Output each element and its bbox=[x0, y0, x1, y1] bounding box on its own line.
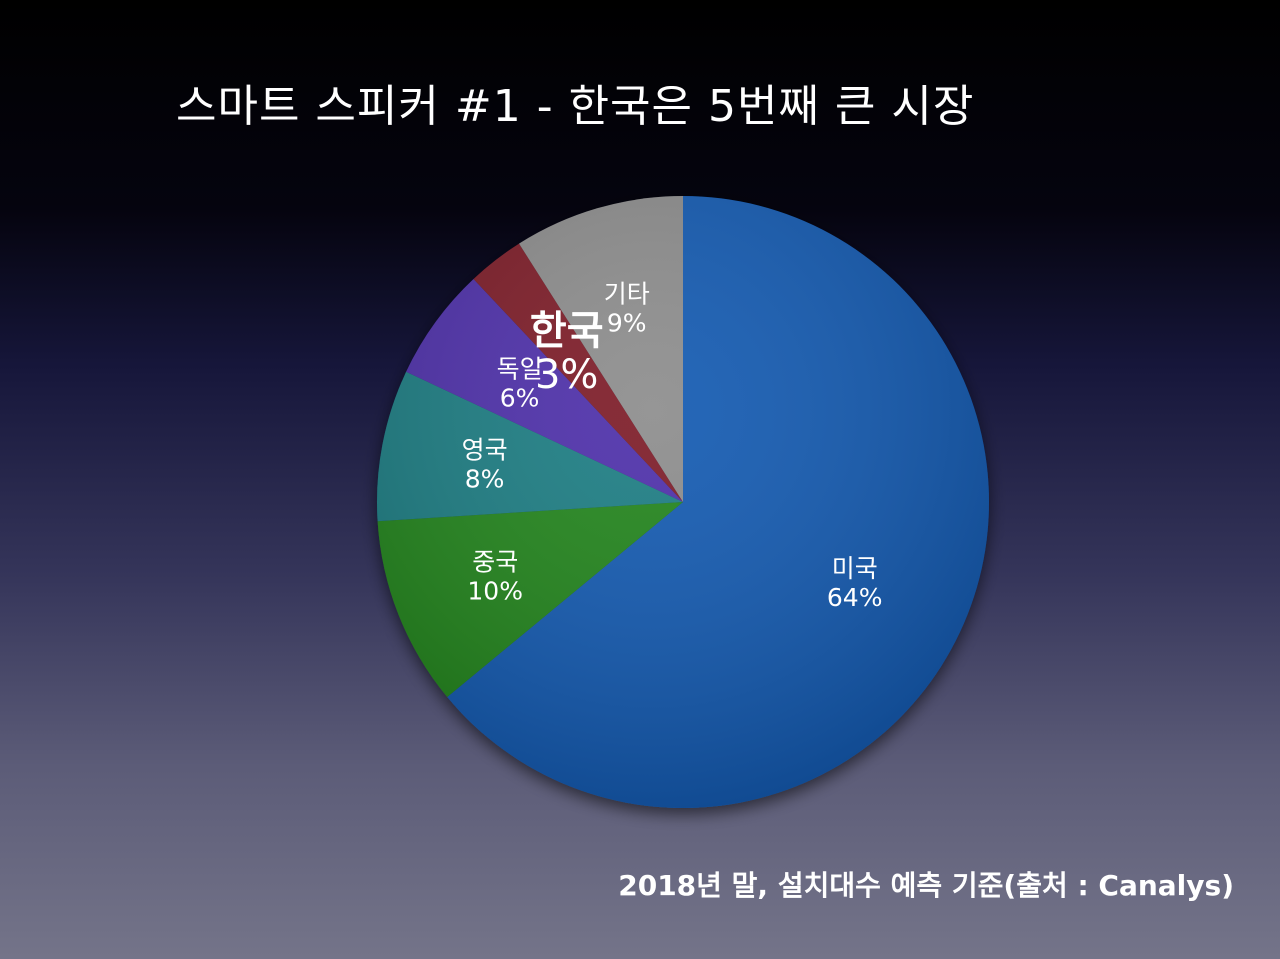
source-footnote: 2018년 말, 설치대수 예측 기준(출처 : Canalys) bbox=[618, 869, 1234, 902]
pie-slices bbox=[376, 196, 989, 808]
slice-percent-label: 8% bbox=[465, 464, 505, 493]
slice-name-label: 중국 bbox=[472, 548, 518, 577]
slide-title: 스마트 스피커 #1 - 한국은 5번째 큰 시장 bbox=[176, 81, 975, 132]
slice-percent-label: 6% bbox=[500, 384, 540, 413]
slice-percent-label: 9% bbox=[607, 308, 647, 337]
slice-name-label: 한국 bbox=[530, 308, 604, 354]
slice-percent-label: 64% bbox=[827, 583, 883, 612]
slice-percent-label: 10% bbox=[467, 577, 523, 606]
slice-percent-label: 3% bbox=[535, 352, 598, 398]
slice-name-label: 영국 bbox=[462, 435, 508, 464]
slice-name-label: 기타 bbox=[604, 279, 650, 308]
slice-name-label: 독일 bbox=[497, 355, 543, 384]
slice-name-label: 미국 bbox=[832, 554, 878, 583]
